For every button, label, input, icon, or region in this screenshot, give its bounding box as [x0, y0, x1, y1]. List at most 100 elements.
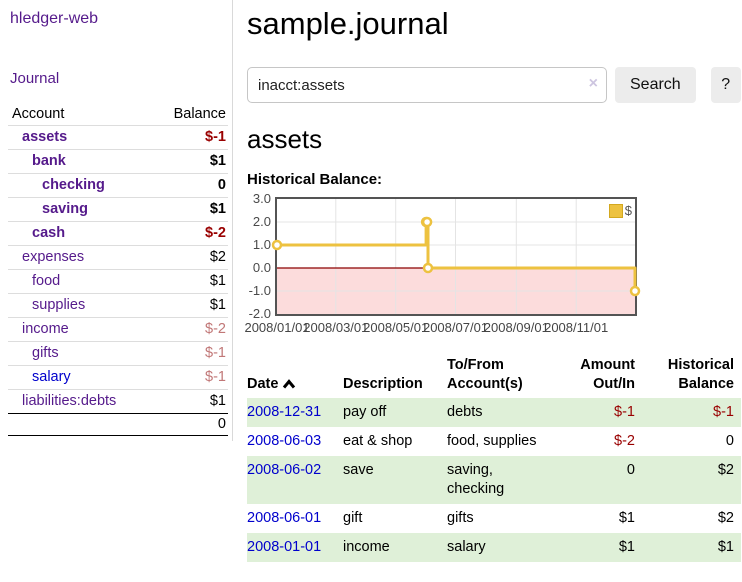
- account-row: salary $-1: [8, 365, 228, 390]
- balance-column-header: Balance: [173, 106, 226, 122]
- account-balance: $1: [209, 297, 226, 313]
- search-button[interactable]: Search: [615, 67, 696, 103]
- x-axis-tick-label: 2008/07/01: [422, 320, 489, 335]
- register-body: 2008-12-31 pay off debts $-1 $-1 2008-06-03 ea…: [247, 398, 741, 562]
- account-link[interactable]: cash: [32, 225, 66, 241]
- y-axis-tick-label: -1.0: [248, 283, 271, 298]
- account-balance: $1: [209, 393, 226, 409]
- account-link[interactable]: salary: [32, 369, 71, 385]
- x-axis-tick-label: 2008/09/01: [483, 320, 549, 335]
- account-link[interactable]: gifts: [32, 345, 59, 361]
- transaction-amount: $-2: [614, 433, 635, 449]
- account-row: food $1: [8, 269, 228, 294]
- description-column-header: Description: [343, 376, 423, 392]
- account-row: cash $-2: [8, 221, 228, 246]
- register-header-row: Date Description To/From Account(s) Amou…: [247, 353, 741, 398]
- transaction-description: gift: [343, 510, 363, 526]
- transaction-date-link[interactable]: 2008-06-02: [247, 462, 322, 478]
- account-balance: $-1: [205, 369, 226, 385]
- account-column-header: Account: [12, 106, 65, 122]
- account-row: expenses $2: [8, 245, 228, 270]
- account-row: supplies $1: [8, 293, 228, 318]
- transaction-description: eat & shop: [343, 433, 413, 449]
- account-link[interactable]: assets: [22, 129, 68, 145]
- transaction-date-link[interactable]: 2008-01-01: [247, 539, 322, 555]
- transaction-description: save: [343, 462, 374, 478]
- account-balance: $-1: [205, 129, 226, 145]
- account-balance: $-2: [205, 225, 226, 241]
- sidebar-item-journal[interactable]: Journal: [10, 70, 60, 87]
- account-link[interactable]: liabilities:debts: [22, 393, 117, 409]
- transaction-balance: 0: [725, 433, 734, 449]
- transaction-amount: $-1: [614, 404, 635, 420]
- account-row: assets $-1: [8, 125, 228, 150]
- transaction-balance: $2: [717, 462, 734, 478]
- account-balance: $2: [209, 249, 226, 265]
- account-tree: Account Balance assets $-1 bank $1 checking 0…: [8, 103, 228, 436]
- account-link[interactable]: expenses: [22, 249, 85, 265]
- transaction-date-link[interactable]: 2008-06-01: [247, 510, 322, 526]
- register-table: Date Description To/From Account(s) Amou…: [247, 353, 741, 562]
- app-brand: hledger-web: [8, 8, 228, 28]
- account-link[interactable]: supplies: [32, 297, 86, 313]
- account-tree-header: Account Balance: [8, 103, 228, 126]
- sidebar: hledger-web Journal Account Balance asse…: [0, 0, 233, 582]
- app-brand-link[interactable]: hledger-web: [10, 10, 99, 27]
- transaction-accounts: salary: [447, 539, 486, 555]
- transaction-row: 2008-06-01 gift gifts $1 $2: [247, 504, 741, 533]
- search-bar: × Search ?: [247, 67, 742, 103]
- transaction-accounts: saving, checking: [447, 462, 505, 497]
- transaction-description: pay off: [343, 404, 387, 420]
- search-box: ×: [247, 67, 607, 103]
- date-column-header[interactable]: Date: [247, 353, 343, 398]
- transaction-amount: $1: [618, 510, 635, 526]
- account-link[interactable]: bank: [32, 153, 66, 169]
- transaction-description: income: [343, 539, 390, 555]
- y-axis-tick-label: 0.0: [252, 260, 271, 275]
- transaction-balance: $-1: [713, 404, 734, 420]
- account-balance: $1: [209, 273, 226, 289]
- transaction-date-link[interactable]: 2008-06-03: [247, 433, 322, 449]
- account-tree-body: assets $-1 bank $1 checking 0 saving $1 cash $-2 e…: [8, 125, 228, 414]
- account-total-row: 0: [8, 413, 228, 436]
- account-link[interactable]: checking: [42, 177, 105, 193]
- search-input[interactable]: [247, 67, 607, 103]
- y-axis-tick-label: -2.0: [248, 306, 271, 321]
- balance-column-header-main: Historical Balance: [667, 357, 734, 392]
- transaction-amount: 0: [626, 462, 635, 478]
- transaction-accounts: food, supplies: [447, 433, 537, 449]
- account-balance: 0: [217, 177, 226, 193]
- account-link[interactable]: food: [32, 273, 61, 289]
- account-link[interactable]: saving: [42, 201, 88, 217]
- accounts-column-header: To/From Account(s): [447, 357, 523, 392]
- account-balance: $1: [209, 201, 226, 217]
- transaction-row: 2008-06-03 eat & shop food, supplies $-2 0: [247, 427, 741, 456]
- account-total-value: 0: [8, 413, 228, 436]
- y-axis-tick-label: 3.0: [252, 191, 271, 206]
- account-row: saving $1: [8, 197, 228, 222]
- chart-title: Historical Balance:: [247, 171, 383, 188]
- main-content: sample.journal × Search ? assets Histori…: [233, 0, 742, 582]
- transaction-row: 2008-12-31 pay off debts $-1 $-1: [247, 398, 741, 427]
- account-row: gifts $-1: [8, 341, 228, 366]
- transaction-balance: $2: [717, 510, 734, 526]
- account-link[interactable]: income: [22, 321, 69, 337]
- legend-label: $: [624, 203, 632, 218]
- clear-search-icon[interactable]: ×: [588, 75, 598, 92]
- account-row: checking 0: [8, 173, 228, 198]
- balance-chart-plot: $: [271, 197, 641, 316]
- sort-ascending-icon: [283, 379, 296, 389]
- account-row: income $-2: [8, 317, 228, 342]
- legend-swatch-icon: [608, 203, 623, 218]
- amount-column-header: Amount Out/In: [580, 357, 635, 392]
- page-title: sample.journal: [247, 6, 449, 41]
- transaction-row: 2008-01-01 income salary $1 $1: [247, 533, 741, 562]
- account-balance: $1: [209, 153, 226, 169]
- help-button[interactable]: ?: [710, 67, 741, 103]
- transaction-date-link[interactable]: 2008-12-31: [247, 404, 322, 420]
- transaction-accounts: debts: [447, 404, 483, 420]
- account-balance: $-2: [205, 321, 226, 337]
- y-axis-tick-label: 1.0: [252, 237, 271, 252]
- transaction-accounts: gifts: [447, 510, 474, 526]
- chart-legend: $: [607, 202, 633, 219]
